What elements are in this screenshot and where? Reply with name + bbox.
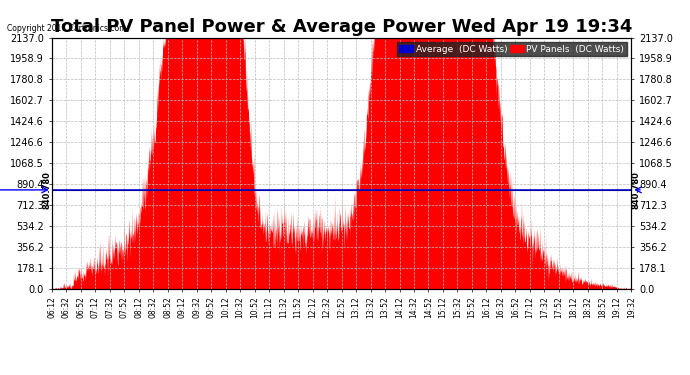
Text: 840.780: 840.780 [42, 171, 51, 209]
Text: 840.780: 840.780 [632, 171, 641, 209]
Legend: Average  (DC Watts), PV Panels  (DC Watts): Average (DC Watts), PV Panels (DC Watts) [397, 42, 627, 56]
Title: Total PV Panel Power & Average Power Wed Apr 19 19:34: Total PV Panel Power & Average Power Wed… [51, 18, 632, 36]
Text: Copyright 2017 Cartronics.com: Copyright 2017 Cartronics.com [7, 24, 126, 33]
